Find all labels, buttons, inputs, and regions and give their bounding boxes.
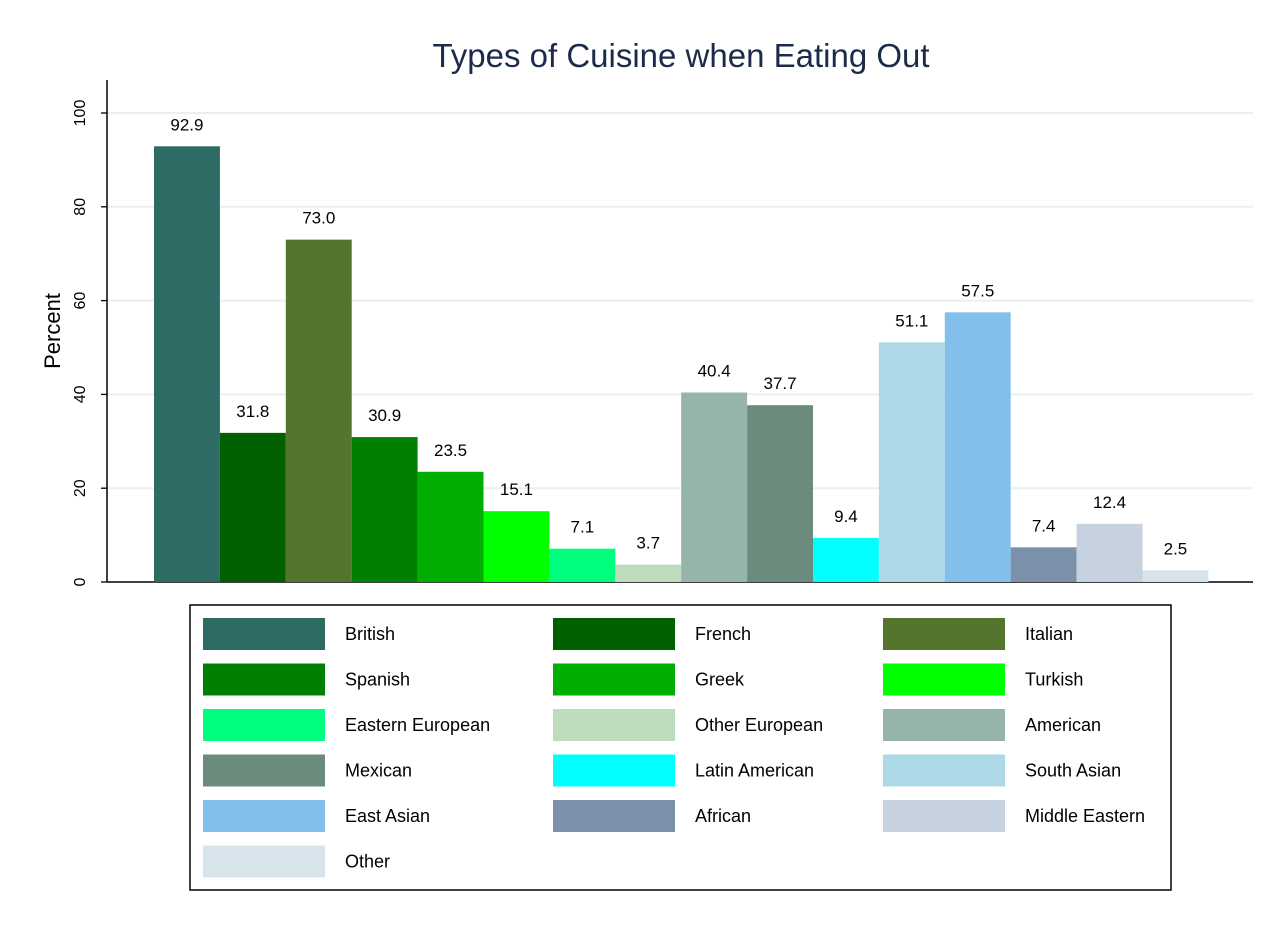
bar-greek [417, 471, 484, 582]
legend-swatch [553, 663, 675, 696]
legend-label: Middle Eastern [1025, 806, 1145, 826]
data-label: 40.4 [698, 362, 731, 381]
legend-swatch [553, 709, 675, 741]
legend-label: Italian [1025, 624, 1073, 644]
data-labels: 92.9 31.8 73.0 30.9 23.5 15.1 7.1 3.7 40.4 37.7 9.… [170, 115, 1187, 558]
bar-eastern-european [549, 548, 616, 582]
bar-east-asian [944, 312, 1011, 582]
legend-swatch [553, 800, 675, 832]
gridlines [107, 112, 1253, 490]
bar-mexican [747, 405, 813, 582]
bar-middle-eastern [1076, 523, 1143, 582]
data-label: 3.7 [636, 534, 660, 553]
legend-label: Turkish [1025, 670, 1083, 690]
legend-swatch [553, 618, 675, 650]
y-tick-label: 60 [72, 292, 89, 310]
legend-label: Other European [695, 715, 823, 735]
legend-label: African [695, 806, 751, 826]
bars [154, 146, 1209, 582]
legend-label: Eastern European [345, 715, 490, 735]
legend-label: South Asian [1025, 761, 1121, 781]
legend-swatch [883, 709, 1005, 741]
legend-swatch [883, 663, 1005, 696]
legend-label: French [695, 624, 751, 644]
legend-swatch [883, 754, 1005, 787]
legend-label: Spanish [345, 670, 410, 690]
y-tick-label: 40 [72, 385, 89, 403]
y-tick-label: 100 [72, 100, 89, 127]
legend-swatch [883, 800, 1005, 832]
data-label: 31.8 [236, 402, 269, 421]
data-label: 15.1 [500, 480, 533, 499]
legend-label: Mexican [345, 761, 412, 781]
data-label: 73.0 [302, 209, 335, 228]
y-tick-label: 20 [72, 479, 89, 497]
legend-label: East Asian [345, 806, 430, 826]
data-label: 23.5 [434, 441, 467, 460]
legend-swatch [203, 663, 325, 696]
bar-other [1142, 570, 1209, 582]
data-label: 30.9 [368, 406, 401, 425]
legend-swatch [553, 754, 675, 787]
legend-label: Latin American [695, 761, 814, 781]
legend-label: British [345, 624, 395, 644]
y-axis-label: Percent [40, 293, 65, 369]
legend-swatch [203, 845, 325, 878]
legend-swatch [203, 709, 325, 741]
data-label: 7.4 [1032, 516, 1056, 535]
chart-title: Types of Cuisine when Eating Out [432, 37, 929, 74]
data-label: 37.7 [764, 374, 797, 393]
y-tick-label: 80 [72, 198, 89, 216]
bar-french [219, 432, 286, 582]
data-label: 57.5 [961, 281, 994, 300]
bar-other-european [615, 564, 682, 582]
bar-latin-american [813, 537, 879, 582]
data-label: 12.4 [1093, 493, 1126, 512]
data-label: 9.4 [834, 507, 858, 526]
bar-south-asian [878, 342, 945, 582]
bar-turkish [483, 511, 550, 582]
data-label: 7.1 [571, 518, 595, 537]
bar-british [154, 146, 220, 582]
data-label: 2.5 [1164, 539, 1188, 558]
bar-american [681, 392, 748, 582]
legend: British French Italian Spanish Greek Turkish E… [189, 604, 1172, 891]
bar-italian [285, 239, 352, 582]
legend-swatch [203, 754, 325, 787]
y-tick-label: 0 [72, 577, 89, 586]
legend-label: Greek [695, 670, 745, 690]
legend-label: Other [345, 852, 390, 872]
bar-african [1010, 547, 1077, 582]
legend-box [189, 604, 1172, 891]
data-label: 92.9 [170, 115, 203, 134]
legend-label: American [1025, 715, 1101, 735]
legend-swatch [883, 618, 1005, 650]
legend-swatch [203, 618, 325, 650]
legend-swatch [203, 800, 325, 832]
bar-spanish [351, 437, 418, 582]
data-label: 51.1 [895, 311, 928, 330]
